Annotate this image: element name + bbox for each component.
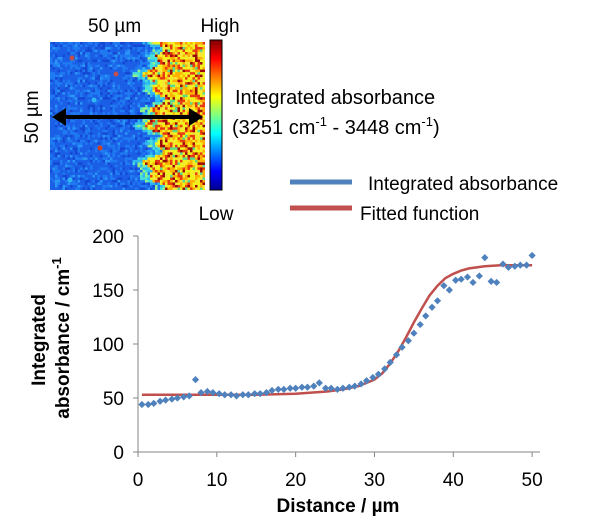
map-top-label: 50 µm (88, 16, 141, 37)
data-point (511, 262, 519, 270)
x-tick-label: 30 (364, 470, 385, 491)
y-axis-label-line1: Integrated (29, 294, 50, 386)
data-point (322, 384, 330, 392)
x-axis: 0 10 20 30 40 50 (133, 452, 543, 491)
data-point (410, 329, 418, 337)
data-point (422, 312, 430, 320)
legend-label-fitted: Fitted function (360, 204, 479, 225)
data-point (274, 385, 282, 393)
y-tick-label: 150 (92, 281, 124, 302)
map-caption-line1: Integrated absorbance (235, 87, 435, 109)
data-point (374, 370, 383, 378)
data-point (286, 384, 294, 392)
map-side-label: 50 µm (22, 90, 43, 143)
data-point (144, 400, 152, 409)
data-point (310, 382, 318, 390)
data-point (203, 387, 211, 396)
data-point (138, 400, 146, 409)
data-point (327, 384, 335, 392)
data-point (339, 384, 347, 392)
data-point (315, 379, 323, 387)
data-point (292, 384, 300, 392)
data-point (523, 261, 531, 269)
x-axis-label: Distance / µm (277, 496, 400, 517)
data-point (280, 385, 288, 393)
data-point (251, 390, 259, 398)
data-point (185, 392, 193, 400)
axes (137, 236, 540, 453)
data-point (386, 358, 394, 366)
x-tick-label: 40 (443, 470, 464, 491)
data-point (180, 393, 188, 401)
data-point (463, 273, 472, 281)
data-point (351, 382, 359, 390)
data-point (232, 392, 241, 400)
y-axis-label-line2: absorbance / cm-1 (49, 257, 74, 419)
legend-label-absorbance: Integrated absorbance (368, 174, 558, 195)
data-point (481, 254, 489, 262)
y-axis: 0 50 100 150 200 (92, 227, 138, 464)
data-point (244, 391, 252, 399)
absorbance-series (138, 251, 536, 409)
absorbance-map (50, 42, 205, 190)
colorbar (209, 39, 223, 191)
data-point (191, 376, 200, 384)
data-point (504, 263, 513, 271)
y-tick-label: 50 (103, 389, 124, 410)
y-tick-label: 0 (113, 443, 124, 464)
data-point (433, 297, 442, 305)
x-tick-label: 10 (206, 470, 227, 491)
data-point (404, 337, 412, 345)
data-point (227, 391, 235, 399)
data-point (357, 380, 365, 388)
y-tick-label: 100 (92, 335, 124, 356)
data-point (452, 276, 460, 284)
chart-legend: Integrated absorbance Fitted function (290, 174, 558, 225)
data-point (150, 399, 158, 407)
y-tick-label: 200 (92, 227, 124, 248)
data-point (381, 365, 389, 373)
data-point (173, 394, 182, 402)
x-tick-label: 50 (522, 470, 543, 491)
data-point (221, 391, 229, 399)
data-point (161, 396, 170, 404)
width-arrow (52, 108, 203, 126)
data-point (416, 320, 424, 329)
data-point (392, 351, 401, 359)
data-point (440, 282, 448, 290)
x-tick-label: 20 (285, 470, 306, 491)
data-point (445, 286, 453, 294)
data-point (369, 373, 377, 382)
data-point (428, 303, 436, 311)
data-point (209, 389, 217, 397)
data-point (156, 397, 164, 405)
data-point (197, 389, 205, 397)
data-point (256, 390, 264, 398)
data-point (457, 275, 465, 283)
data-point (262, 389, 271, 397)
data-point (493, 278, 501, 287)
data-point (333, 385, 342, 393)
data-point (516, 261, 524, 269)
data-point (487, 277, 495, 285)
scatter-chart: 0 50 100 150 200 0 10 20 30 40 50 (92, 227, 542, 491)
data-point (475, 272, 483, 280)
data-point (268, 386, 276, 395)
data-point (303, 383, 312, 391)
data-point (499, 260, 507, 268)
map-caption-line2: (3251 cm-1 - 3448 cm-1) (232, 114, 440, 139)
colorbar-low-label: Low (199, 204, 234, 225)
data-point (168, 395, 176, 403)
data-point (215, 390, 223, 398)
data-point (398, 343, 406, 351)
data-point (469, 278, 477, 287)
data-point (239, 391, 247, 399)
data-point (345, 383, 353, 391)
x-tick-label: 0 (133, 470, 144, 491)
data-point (528, 251, 536, 260)
data-point (362, 377, 371, 385)
data-point (298, 383, 306, 391)
colorbar-high-label: High (200, 16, 239, 37)
